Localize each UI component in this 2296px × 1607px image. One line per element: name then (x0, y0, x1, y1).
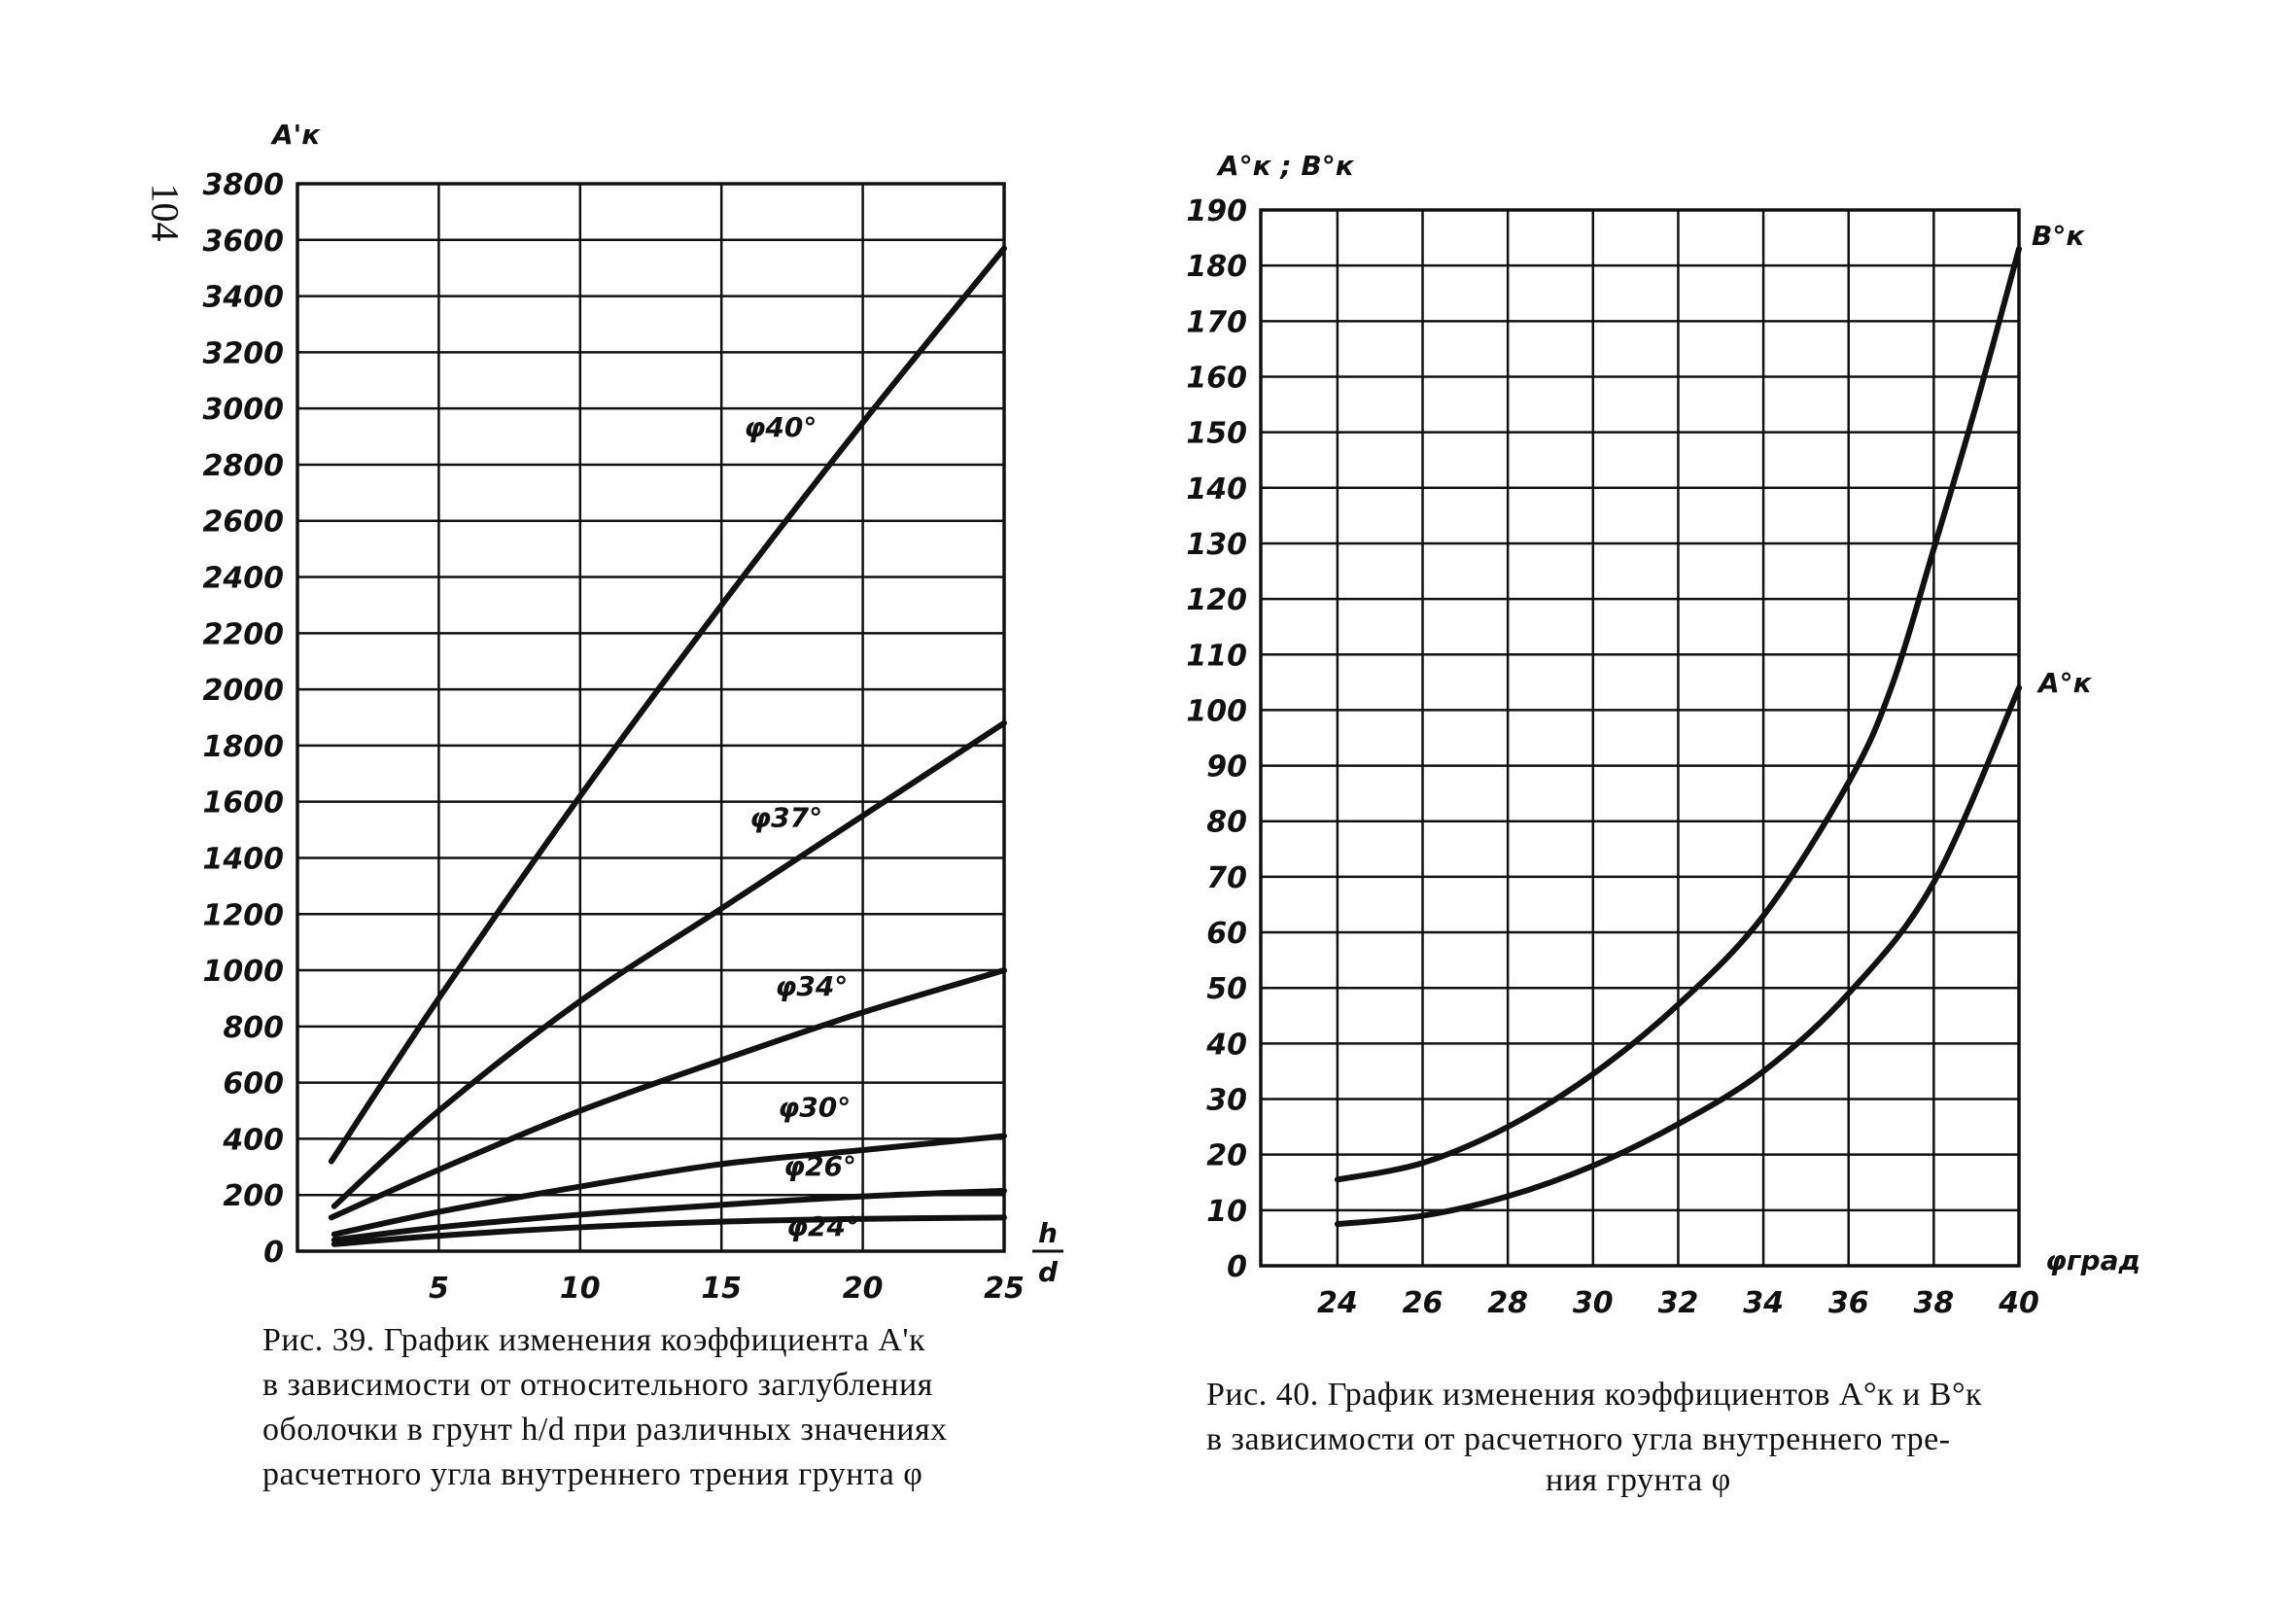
y-tick-label: 200 (223, 1179, 284, 1213)
x-tick-label: 32 (1658, 1286, 1699, 1320)
y-tick-label: 3600 (203, 225, 285, 259)
y-tick-label: 2600 (203, 506, 285, 540)
series-label: φ37° (749, 802, 822, 834)
y-tick-label: 0 (1227, 1250, 1247, 1284)
x-axis-label: φград (2045, 1244, 2140, 1276)
y-tick-label: 180 (1186, 250, 1247, 284)
caption-line: оболочки в грунт h/d при различных значе… (262, 1412, 948, 1448)
series-line (1334, 684, 2022, 1228)
series-label: A°к (2036, 667, 2093, 699)
y-tick-label: 1400 (203, 842, 285, 876)
chart-fig39: 0 200 400 600 800 1000 1200 1400 1600 1800 2000 220… (203, 119, 1063, 1306)
series-line (328, 245, 1007, 1165)
y-tick-label: 3800 (203, 168, 285, 202)
y-tick-label: 100 (1186, 694, 1247, 728)
y-tick-label: 2800 (203, 449, 285, 483)
y-tick-label: 130 (1186, 528, 1247, 562)
x-tick-label: 20 (843, 1272, 884, 1306)
series-line (330, 719, 1007, 1209)
y-tick-label: 20 (1206, 1139, 1247, 1173)
series-label: B°к (2032, 220, 2085, 252)
y-tick-label: 160 (1186, 361, 1247, 395)
x-tick-label: 10 (560, 1272, 601, 1306)
caption-line: расчетного угла внутреннего трения грунт… (262, 1456, 923, 1492)
y-tick-label: 2000 (203, 674, 285, 708)
caption-line: в зависимости от относительного заглубле… (262, 1367, 933, 1403)
x-tick-label: 38 (1913, 1286, 1954, 1320)
series-label: φ34° (775, 970, 848, 1002)
x-tick-label: 34 (1743, 1286, 1784, 1320)
y-tick-label: 140 (1186, 472, 1247, 507)
caption-line: Рис. 40. График изменения коэффициентов … (1206, 1377, 1983, 1413)
caption-line: Рис. 39. График изменения коэффициента A… (262, 1322, 926, 1358)
y-tick-label: 50 (1206, 972, 1247, 1006)
y-tick-label: 30 (1206, 1084, 1247, 1118)
plot-frame (1259, 208, 2021, 1268)
x-tick-label: 26 (1403, 1286, 1444, 1320)
y-tick-label: 1800 (203, 730, 285, 764)
caption-line: ния грунта φ (1546, 1462, 1731, 1498)
series-line (1334, 246, 2022, 1183)
y-tick-label: 3000 (203, 393, 285, 427)
y-tick-label: 1000 (203, 955, 285, 989)
x-tick-label: 40 (1998, 1286, 2039, 1320)
series-label: φ40° (744, 411, 817, 443)
x-axis-label-denominator: d (1038, 1256, 1059, 1288)
caption-line: в зависимости от расчетного угла внутрен… (1206, 1421, 1951, 1457)
y-tick-label: 80 (1206, 806, 1247, 840)
y-tick-label: 40 (1205, 1028, 1247, 1062)
x-axis-label-numerator: h (1038, 1217, 1058, 1249)
y-tick-label: 1600 (203, 786, 285, 821)
y-tick-label: 90 (1206, 751, 1247, 785)
y-tick-label: 3200 (203, 336, 285, 370)
y-tick-label: 60 (1206, 917, 1247, 951)
plot-frame (296, 182, 1006, 1253)
series-line (330, 1187, 1007, 1243)
series-line (330, 1214, 1007, 1247)
y-tick-label: 2200 (203, 617, 285, 651)
x-tick-label: 15 (701, 1272, 742, 1306)
y-tick-label: 1200 (203, 898, 285, 932)
chart-fig40: 0 10 20 30 40 50 60 70 80 90 100 110 120 130 140 150 160… (1186, 150, 2140, 1320)
y-tick-label: 170 (1186, 305, 1247, 339)
series-line (328, 967, 1007, 1221)
y-tick-label: 3400 (203, 281, 285, 315)
series-label: φ30° (778, 1091, 851, 1123)
y-tick-label: 400 (222, 1123, 284, 1157)
x-tick-label: 36 (1828, 1286, 1869, 1320)
y-axis-label: A'к (270, 119, 321, 151)
y-tick-label: 0 (263, 1236, 284, 1270)
y-tick-label: 190 (1186, 194, 1247, 228)
y-tick-label: 2400 (203, 562, 285, 596)
y-tick-label: 110 (1186, 639, 1247, 673)
x-tick-label: 28 (1487, 1286, 1528, 1320)
y-tick-label: 600 (223, 1067, 284, 1101)
y-tick-label: 70 (1206, 861, 1247, 895)
y-axis-label: A°к ; B°к (1216, 150, 1355, 182)
y-tick-label: 120 (1186, 583, 1247, 617)
y-tick-label: 10 (1206, 1195, 1247, 1229)
series-label: φ26° (783, 1150, 856, 1182)
series-label: φ24° (786, 1210, 859, 1242)
x-tick-label: 25 (984, 1272, 1025, 1306)
x-tick-label: 24 (1317, 1286, 1358, 1320)
x-tick-label: 5 (429, 1272, 449, 1306)
y-tick-label: 150 (1186, 417, 1247, 451)
y-tick-label: 800 (223, 1011, 284, 1045)
series-line (330, 1133, 1007, 1238)
x-tick-label: 30 (1573, 1286, 1614, 1320)
